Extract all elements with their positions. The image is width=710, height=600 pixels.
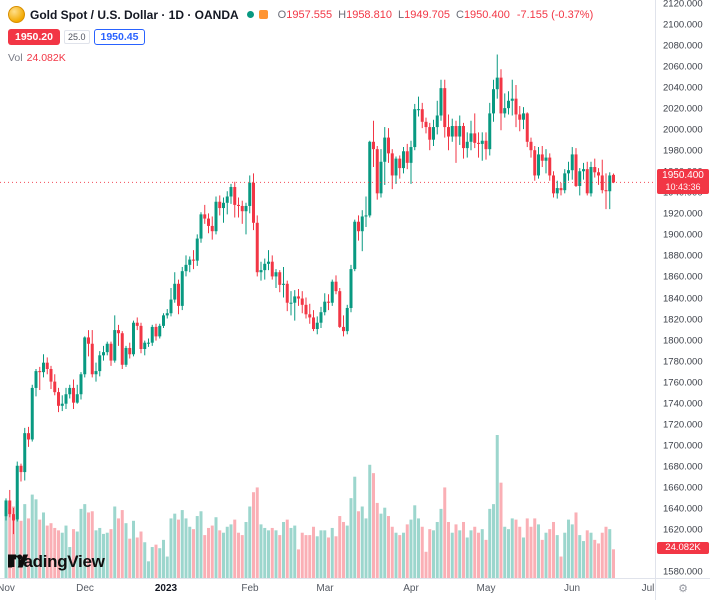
price-tick-label: 1700.000 — [663, 440, 703, 452]
time-tick-label: May — [476, 583, 496, 594]
time-tick-label: Apr — [403, 583, 419, 594]
price-tick-label: 1720.000 — [663, 419, 703, 431]
time-tick-label: Nov — [0, 583, 15, 594]
price-tick-label: 1860.000 — [663, 271, 703, 283]
price-tick-label: 1980.000 — [663, 145, 703, 157]
tradingview-logo-text: TradingView — [8, 552, 105, 571]
time-tick-label: Jun — [563, 583, 581, 594]
price-tick-label: 1680.000 — [663, 461, 703, 473]
volume-bars — [4, 435, 615, 578]
price-tick-label: 2040.000 — [663, 82, 703, 94]
price-tick-label: 1800.000 — [663, 335, 703, 347]
price-tick-label: 2060.000 — [663, 61, 703, 73]
bar-countdown: 10:43:36 — [665, 182, 701, 193]
open-label: O — [277, 8, 287, 21]
price-tick-label: 1820.000 — [663, 314, 703, 326]
volume-label: 24.082K — [657, 542, 709, 555]
gear-icon[interactable]: ⚙ — [678, 583, 688, 595]
candlestick-chart[interactable] — [0, 0, 655, 578]
price-tick-label: 1920.000 — [663, 208, 703, 220]
time-tick-label: Dec — [76, 583, 94, 594]
ohlc-values: O1957.555 H1958.810 L1949.705 C1950.400 — [278, 9, 510, 21]
chart-legend: Gold Spot / U.S. Dollar · 1D · OANDA O19… — [8, 6, 593, 64]
close-value: 1950.400 — [463, 8, 510, 21]
volume-indicator-value: 24.082K — [26, 52, 66, 64]
price-tick-label: 1900.000 — [663, 229, 703, 241]
buy-button[interactable]: 1950.45 — [93, 29, 146, 45]
time-tick-label: Mar — [316, 583, 334, 594]
price-tick-label: 1660.000 — [663, 482, 703, 494]
time-tick-label: Feb — [241, 583, 259, 594]
price-tick-label: 1740.000 — [663, 398, 703, 410]
time-tick-label: Jul — [641, 583, 655, 594]
low-value: 1949.705 — [404, 8, 450, 21]
symbol-title[interactable]: Gold Spot / U.S. Dollar · 1D · OANDA — [30, 7, 239, 22]
tradingview-logo[interactable]: TradingView — [8, 552, 105, 572]
price-tick-label: 1880.000 — [663, 250, 703, 262]
volume-indicator-row: Vol 24.082K — [8, 52, 593, 64]
open-value: 1957.555 — [286, 8, 333, 21]
low-label: L — [397, 8, 405, 21]
price-tick-label: 1580.000 — [663, 566, 703, 578]
price-tick-label: 2080.000 — [663, 40, 703, 52]
gold-instrument-icon — [8, 6, 25, 23]
time-axis[interactable]: Nov Dec 2023 Feb Mar Apr May Jun Jul — [0, 578, 655, 600]
price-tick-label: 1620.000 — [663, 524, 703, 536]
price-tick-label: 2000.000 — [663, 124, 703, 136]
axis-settings-corner[interactable]: ⚙ — [655, 578, 710, 600]
last-price-value: 1950.400 — [662, 170, 704, 182]
time-tick-label: 2023 — [154, 583, 178, 594]
flag-icon[interactable] — [258, 10, 268, 19]
price-tick-label: 1840.000 — [663, 293, 703, 305]
price-tick-label: 1640.000 — [663, 503, 703, 515]
price-tick-label: 2100.000 — [663, 19, 703, 31]
price-axis[interactable]: 1950.400 10:43:36 24.082K 2120.000 2100.0… — [655, 0, 710, 578]
price-tick-label: 1780.000 — [663, 356, 703, 368]
volume-indicator-label[interactable]: Vol — [8, 52, 23, 64]
chart-plot-area[interactable]: Gold Spot / U.S. Dollar · 1D · OANDA O19… — [0, 0, 655, 578]
spread-value: 25.0 — [63, 30, 90, 44]
sell-button[interactable]: 1950.20 — [8, 29, 60, 45]
price-tick-label: 1760.000 — [663, 377, 703, 389]
high-label: H — [338, 8, 347, 21]
market-status-icon[interactable] — [246, 11, 254, 18]
price-tick-label: 2120.000 — [663, 0, 703, 10]
price-tick-label: 2020.000 — [663, 103, 703, 115]
close-label: C — [455, 8, 464, 21]
high-value: 1958.810 — [346, 8, 392, 21]
tradingview-logo-icon — [8, 554, 29, 568]
candles — [4, 54, 615, 535]
last-price-label: 1950.400 10:43:36 — [657, 169, 709, 195]
change-value: -7.155 (-0.37%) — [516, 8, 594, 21]
